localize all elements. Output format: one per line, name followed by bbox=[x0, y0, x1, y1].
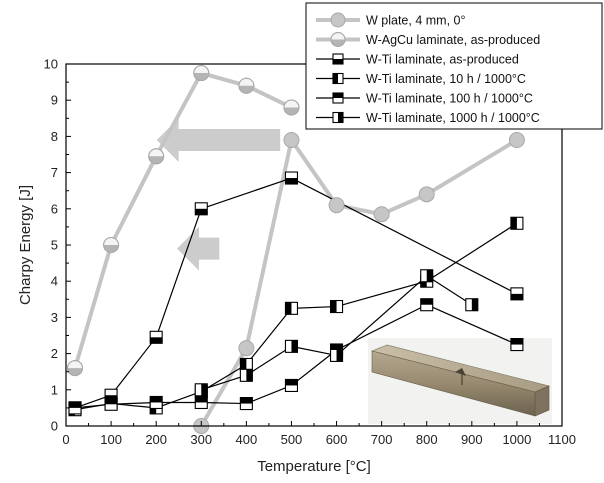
data-point bbox=[104, 397, 118, 411]
data-point bbox=[67, 360, 84, 377]
y-tick-label: 5 bbox=[51, 238, 58, 253]
data-point bbox=[328, 197, 345, 214]
x-tick-label: 600 bbox=[326, 432, 348, 447]
series-line-6 bbox=[201, 275, 473, 391]
data-point bbox=[420, 298, 434, 312]
data-point bbox=[238, 340, 255, 357]
y-tick-label: 0 bbox=[51, 419, 58, 434]
x-tick-label: 500 bbox=[281, 432, 303, 447]
x-tick-label: 400 bbox=[236, 432, 258, 447]
specimen-photo bbox=[368, 338, 552, 424]
data-point bbox=[329, 348, 344, 362]
data-point bbox=[284, 378, 299, 393]
legend-label: W-Ti laminate, as-produced bbox=[366, 53, 519, 67]
y-tick-label: 10 bbox=[44, 57, 58, 72]
x-tick-label: 0 bbox=[62, 432, 69, 447]
y-tick-label: 6 bbox=[51, 201, 58, 216]
legend-item: W-Ti laminate, 100 h / 1000°C bbox=[316, 92, 533, 106]
y-tick-label: 1 bbox=[51, 382, 58, 397]
legend-box bbox=[305, 2, 603, 130]
x-tick-label: 1100 bbox=[548, 432, 576, 447]
data-point bbox=[149, 330, 163, 344]
legend-marker bbox=[330, 32, 346, 47]
annotation-arrow bbox=[156, 118, 281, 163]
y-tick-label: 8 bbox=[51, 129, 58, 144]
legend-label: W-Ti laminate, 10 h / 1000°C bbox=[366, 72, 526, 86]
x-tick-label: 100 bbox=[100, 432, 122, 447]
x-tick-label: 1000 bbox=[502, 432, 531, 447]
data-point bbox=[283, 132, 300, 149]
data-point bbox=[239, 368, 253, 382]
legend-label: W-Ti laminate, 100 h / 1000°C bbox=[366, 92, 533, 106]
data-point bbox=[149, 395, 163, 410]
y-tick-label: 3 bbox=[51, 310, 58, 325]
legend-label: W-AgCu laminate, as-produced bbox=[366, 33, 540, 47]
x-tick-label: 300 bbox=[190, 432, 212, 447]
data-point bbox=[68, 401, 82, 415]
data-point bbox=[510, 287, 524, 301]
data-point bbox=[465, 298, 479, 312]
legend-item: W-AgCu laminate, as-produced bbox=[316, 32, 540, 47]
legend-item: W-Ti laminate, 10 h / 1000°C bbox=[316, 72, 526, 86]
data-point bbox=[420, 269, 434, 283]
data-point bbox=[329, 299, 344, 314]
legend: W plate, 4 mm, 0° W-AgCu laminate, as-pro… bbox=[305, 2, 603, 130]
data-point bbox=[284, 301, 299, 315]
legend-marker bbox=[332, 92, 344, 104]
legend-label: W plate, 4 mm, 0° bbox=[366, 14, 465, 28]
data-point bbox=[373, 206, 390, 223]
x-tick-label: 800 bbox=[416, 432, 438, 447]
data-point bbox=[238, 77, 255, 94]
series-line-2 bbox=[73, 71, 293, 369]
data-point bbox=[103, 237, 120, 253]
y-tick-label: 7 bbox=[51, 165, 58, 180]
y-axis: 0 1 2 3 4 5 6 7 8 9 10 bbox=[44, 57, 71, 434]
data-point bbox=[193, 65, 210, 82]
legend-marker bbox=[332, 53, 344, 65]
y-axis-title: Charpy Energy [J] bbox=[17, 185, 34, 305]
data-point bbox=[510, 337, 524, 352]
legend-marker bbox=[330, 12, 346, 28]
legend-label: W-Ti laminate, 1000 h / 1000°C bbox=[366, 111, 540, 125]
data-point bbox=[283, 99, 300, 116]
annotation-arrows bbox=[156, 118, 281, 271]
legend-item: W plate, 4 mm, 0° bbox=[316, 12, 465, 28]
x-tick-label: 200 bbox=[145, 432, 167, 447]
data-point bbox=[508, 132, 525, 149]
data-point bbox=[284, 171, 299, 185]
data-point bbox=[239, 357, 253, 372]
data-point bbox=[194, 383, 208, 397]
data-point bbox=[194, 395, 208, 410]
x-axis-title: Temperature [°C] bbox=[257, 458, 371, 475]
y-tick-label: 2 bbox=[51, 346, 58, 361]
x-tick-label: 900 bbox=[461, 432, 483, 447]
legend-item: W-Ti laminate, 1000 h / 1000°C bbox=[316, 111, 540, 125]
legend-item: W-Ti laminate, as-produced bbox=[316, 53, 519, 67]
x-tick-label: 700 bbox=[371, 432, 393, 447]
data-point bbox=[194, 202, 208, 216]
x-axis: 0 100 200 300 400 500 600 700 800 900 1000 1100 bbox=[62, 421, 576, 447]
legend-marker bbox=[332, 111, 344, 124]
data-point bbox=[148, 148, 165, 165]
data-point bbox=[284, 339, 299, 353]
annotation-arrow bbox=[176, 226, 220, 271]
legend-marker bbox=[332, 72, 344, 85]
data-point bbox=[239, 397, 253, 411]
data-point bbox=[418, 186, 435, 203]
y-tick-label: 9 bbox=[51, 93, 58, 108]
y-tick-label: 4 bbox=[51, 274, 58, 289]
data-point bbox=[510, 216, 524, 230]
